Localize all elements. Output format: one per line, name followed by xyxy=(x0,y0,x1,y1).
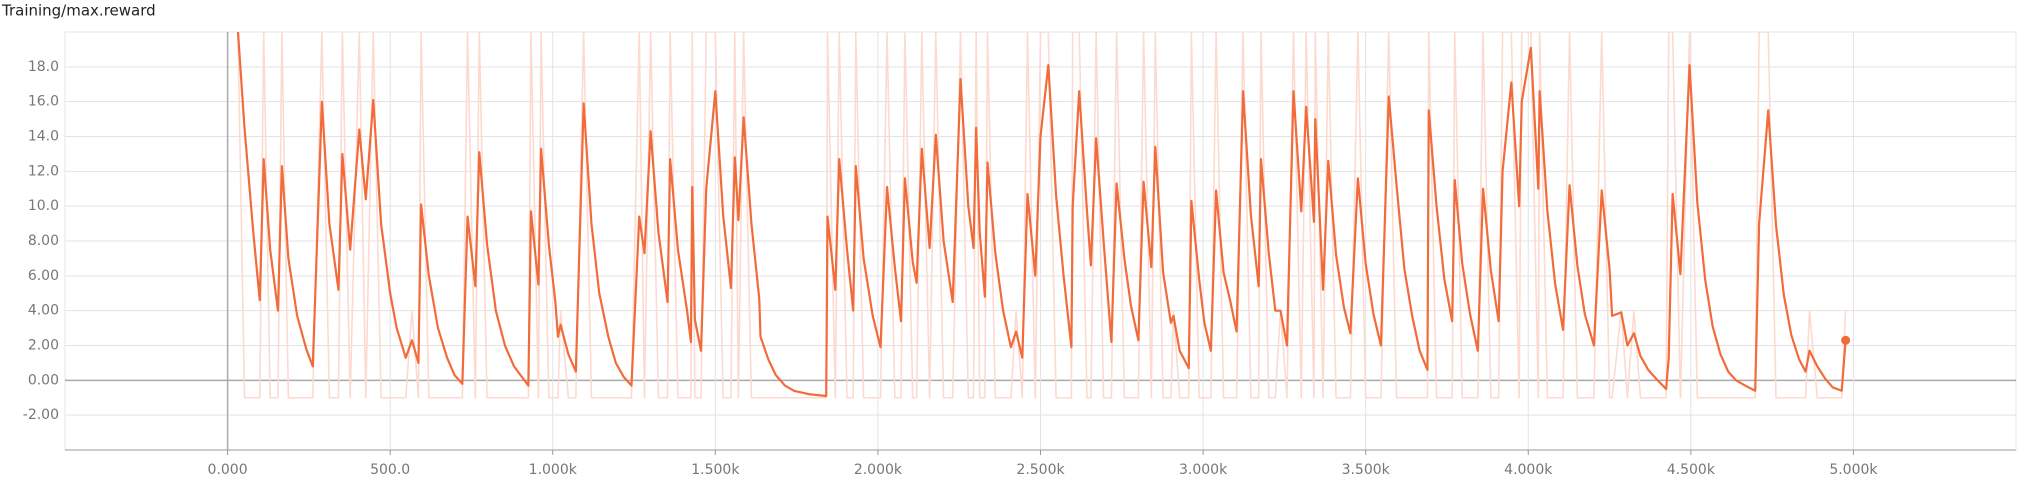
x-tick-label: 0.000 xyxy=(208,462,248,478)
y-tick-label: 8.00 xyxy=(28,233,59,249)
y-tick-label: 14.0 xyxy=(28,129,59,145)
x-tick-label: 5.000k xyxy=(1829,462,1878,478)
x-tick-label: 3.000k xyxy=(1179,462,1228,478)
tick-labels: -2.00 0.00 2.00 4.00 6.00 8.00 10.0 12.0 14.0 16.… xyxy=(23,59,1879,478)
x-tick-label: 2.000k xyxy=(854,462,903,478)
y-tick-label: -2.00 xyxy=(23,407,59,423)
x-tick-label: 4.000k xyxy=(1504,462,1553,478)
x-tick-label: 2.500k xyxy=(1016,462,1065,478)
y-tick-label: 4.00 xyxy=(28,303,59,319)
x-tick-label: 500.0 xyxy=(370,462,410,478)
raw-line xyxy=(237,32,1847,399)
chart-title: Training/max.reward xyxy=(1,2,156,20)
plot-area xyxy=(236,32,1851,399)
x-tick-label: 1.000k xyxy=(529,462,578,478)
y-tick-label: 6.00 xyxy=(28,268,59,284)
y-tick-label: 0.00 xyxy=(28,372,59,388)
last-point xyxy=(1841,335,1851,345)
y-tick-label: 10.0 xyxy=(28,198,59,214)
smoothed-line xyxy=(236,32,1847,398)
y-tick-label: 16.0 xyxy=(28,94,59,110)
y-tick-label: 2.00 xyxy=(28,338,59,354)
x-tick-label: 3.500k xyxy=(1342,462,1391,478)
x-tick-label: 4.500k xyxy=(1667,462,1716,478)
y-tick-label: 18.0 xyxy=(28,59,59,75)
x-tick-label: 1.500k xyxy=(691,462,740,478)
y-tick-label: 12.0 xyxy=(28,163,59,179)
